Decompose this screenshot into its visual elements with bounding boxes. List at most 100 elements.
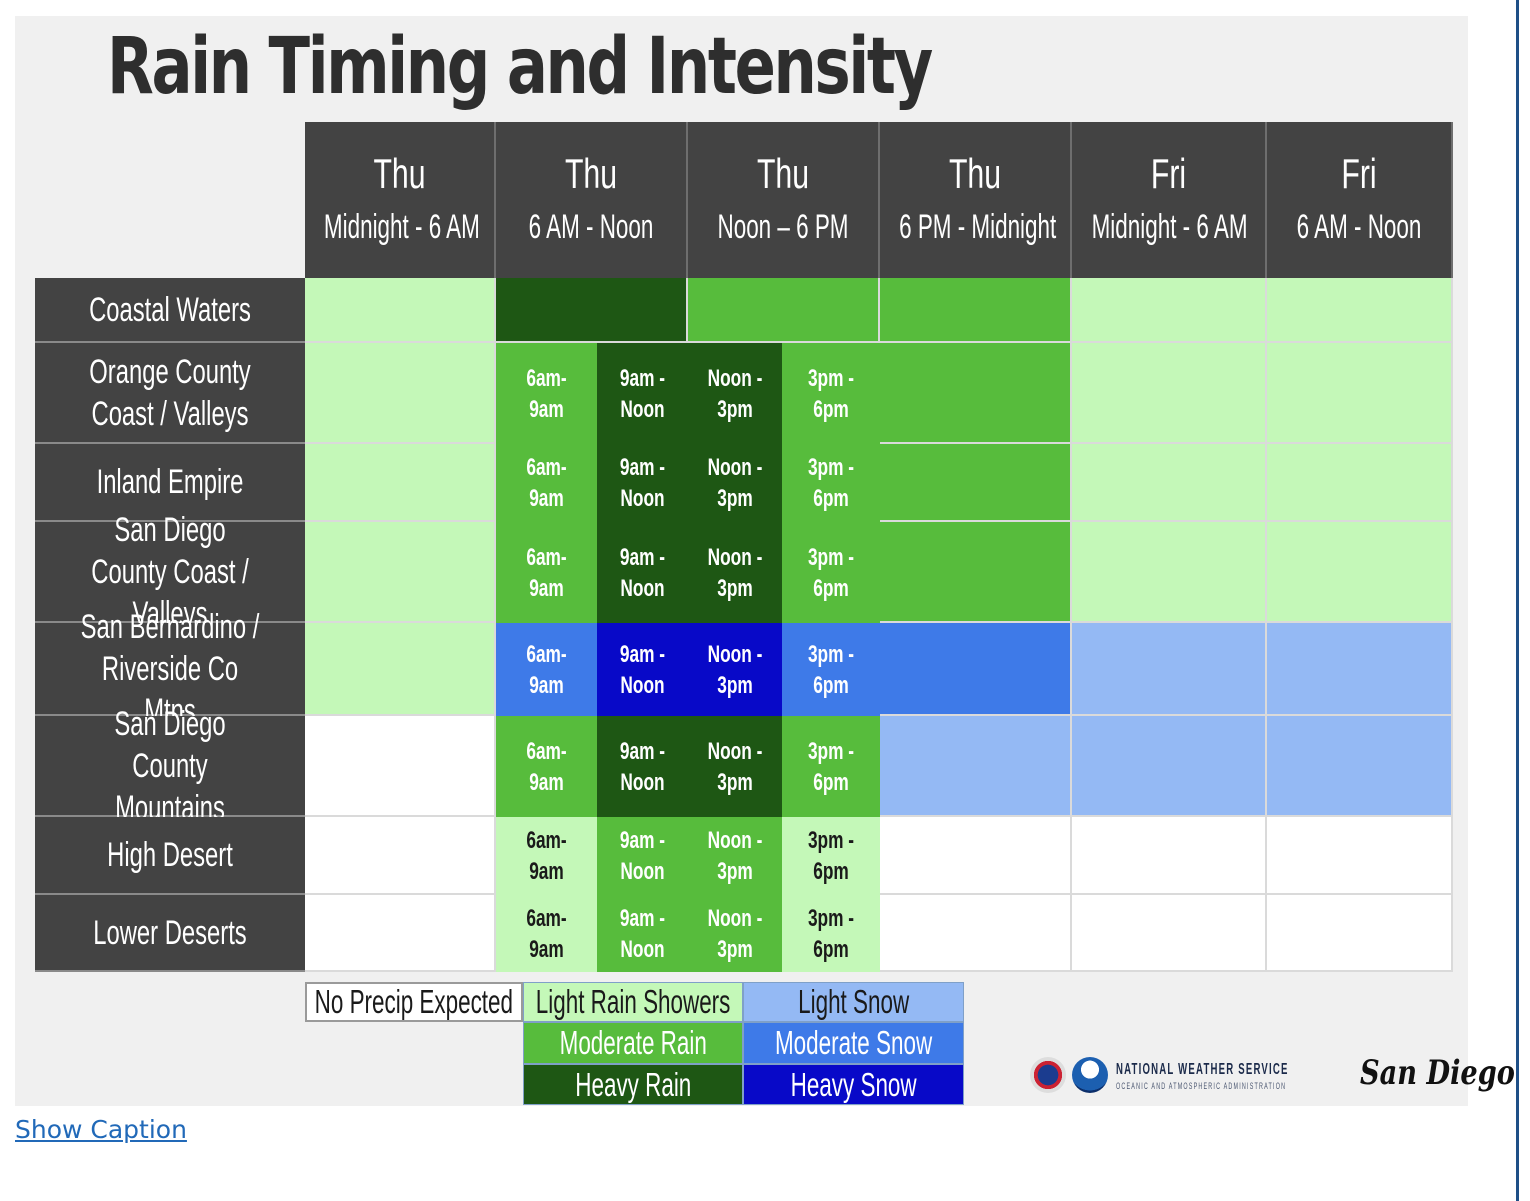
nws-agency-name: NATIONAL WEATHER SERVICE: [1116, 1061, 1289, 1078]
subblock-time: 9am - Noon: [619, 827, 666, 885]
row-label: San Bernardino / Riverside Co Mtns: [35, 608, 305, 730]
column-header: Fri Midnight - 6 AM: [1072, 122, 1267, 278]
forecast-subblock: Noon - 3pm: [688, 716, 782, 817]
forecast-block: [305, 716, 496, 817]
forecast-block: [305, 444, 496, 522]
row-label-text: San Diego County Mountains: [114, 704, 226, 827]
legend-no-precip: No Precip Expected: [305, 982, 523, 1022]
forecast-subblock: 9am - Noon: [597, 817, 688, 895]
legend-light-snow: Light Snow: [743, 982, 964, 1022]
legend-heavy-snow: Heavy Snow: [743, 1064, 964, 1105]
subblock-time: 9am - Noon: [619, 364, 666, 423]
forecast-subblock: Noon - 3pm: [688, 817, 782, 895]
row-label-text: High Desert: [107, 836, 233, 874]
forecast-block: [880, 278, 1072, 343]
forecast-block: [496, 278, 688, 343]
column-time-range: 6 AM - Noon: [528, 208, 654, 246]
subblock-time: 3pm - 6pm: [807, 454, 855, 512]
forecast-subblock: 6am-9am: [496, 444, 597, 522]
column-day: Thu: [564, 150, 618, 197]
subblock-time: 3pm - 6pm: [807, 904, 855, 963]
forecast-subblock: Noon - 3pm: [688, 343, 782, 444]
forecast-block: [1072, 817, 1267, 895]
subblock-time: 6am-9am: [526, 364, 567, 423]
forecast-block: [1072, 444, 1267, 522]
row-label-text: Coastal Waters: [89, 290, 251, 329]
forecast-block: [1267, 895, 1453, 972]
forecast-subblock: Noon - 3pm: [688, 444, 782, 522]
row-label: Inland Empire: [35, 444, 305, 522]
row-label-text: Inland Empire: [96, 463, 244, 501]
subblock-time: 3pm - 6pm: [807, 640, 855, 699]
forecast-subblock: Noon - 3pm: [688, 623, 782, 716]
column-time-range: Midnight - 6 AM: [1091, 208, 1248, 246]
forecast-subblock: 3pm - 6pm: [782, 343, 880, 444]
column-day: Thu: [948, 150, 1002, 197]
subblock-time: 3pm - 6pm: [807, 737, 855, 796]
row-label: Orange County Coast / Valleys: [35, 343, 305, 444]
row-label-text: Lower Deserts: [93, 913, 247, 952]
forecast-block: [880, 444, 1072, 522]
forecast-block: [1072, 522, 1267, 623]
column-time-range: 6 AM - Noon: [1296, 208, 1422, 246]
forecast-subblock: Noon - 3pm: [688, 895, 782, 972]
subblock-time: Noon - 3pm: [707, 543, 763, 602]
column-header: Thu 6 PM - Midnight: [880, 122, 1072, 278]
column-time-range: Midnight - 6 AM: [323, 208, 480, 246]
subblock-time: 6am-9am: [526, 454, 567, 512]
forecast-block: [305, 278, 496, 343]
graphic-title: Rain Timing and Intensity: [107, 22, 933, 112]
subblock-time: 9am - Noon: [619, 543, 666, 602]
subblock-time: 6am-9am: [526, 904, 567, 963]
forecast-block: [1267, 623, 1453, 716]
noaa-logo-icon: [1072, 1057, 1108, 1093]
forecast-block: [688, 278, 880, 343]
forecast-subblock: 9am - Noon: [597, 522, 688, 623]
subblock-time: Noon - 3pm: [707, 827, 763, 885]
row-label: Lower Deserts: [35, 895, 305, 972]
forecast-block: [1072, 895, 1267, 972]
doc-seal-icon: [1030, 1057, 1066, 1093]
subblock-time: 6am-9am: [526, 543, 567, 602]
row-label-text: San Diego County Coast / Valleys: [91, 510, 249, 633]
forecast-subblock: 6am-9am: [496, 895, 597, 972]
forecast-subblock: 9am - Noon: [597, 444, 688, 522]
forecast-block: [1072, 343, 1267, 444]
forecast-block: [1072, 623, 1267, 716]
legend-label: No Precip Expected: [314, 983, 514, 1020]
forecast-block: [305, 817, 496, 895]
subblock-time: 6am-9am: [526, 640, 567, 699]
forecast-subblock: 3pm - 6pm: [782, 522, 880, 623]
forecast-block: [1267, 522, 1453, 623]
row-label: High Desert: [35, 817, 305, 895]
forecast-subblock: 6am-9am: [496, 343, 597, 444]
column-header: Thu Noon – 6 PM: [688, 122, 880, 278]
forecast-block: [880, 522, 1072, 623]
forecast-subblock: 3pm - 6pm: [782, 895, 880, 972]
legend-heavy-rain: Heavy Rain: [523, 1064, 743, 1105]
subblock-time: Noon - 3pm: [707, 454, 763, 512]
page-right-rule: [1516, 0, 1519, 1201]
nws-office-name: San Diego: [1360, 1053, 1515, 1093]
forecast-subblock: 3pm - 6pm: [782, 623, 880, 716]
column-day: Thu: [373, 150, 426, 197]
forecast-block: [1267, 817, 1453, 895]
subblock-time: Noon - 3pm: [707, 364, 763, 423]
subblock-time: Noon - 3pm: [707, 737, 763, 796]
show-caption-link[interactable]: Show Caption: [15, 1115, 187, 1144]
column-day: Thu: [756, 150, 810, 197]
forecast-block: [880, 716, 1072, 817]
forecast-block: [305, 343, 496, 444]
column-day: Fri: [1150, 150, 1187, 197]
forecast-subblock: 3pm - 6pm: [782, 444, 880, 522]
forecast-subblock: 6am-9am: [496, 716, 597, 817]
forecast-block: [880, 623, 1072, 716]
subblock-time: 9am - Noon: [619, 454, 666, 512]
subblock-time: 6am-9am: [526, 827, 567, 885]
legend-label: Heavy Rain: [574, 1065, 691, 1103]
row-label: Coastal Waters: [35, 278, 305, 343]
forecast-block: [880, 343, 1072, 444]
forecast-block: [305, 623, 496, 716]
column-header: Thu 6 AM - Noon: [496, 122, 688, 278]
forecast-block: [1267, 343, 1453, 444]
